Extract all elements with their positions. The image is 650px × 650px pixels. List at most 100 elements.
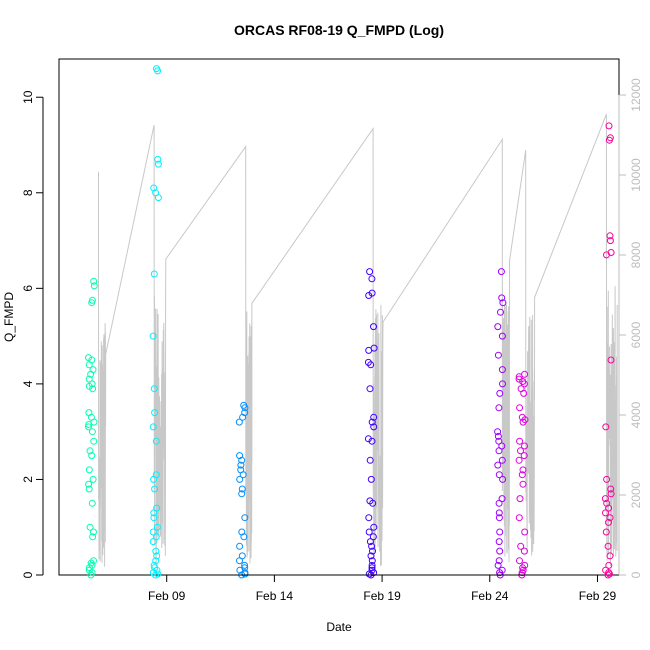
data-point (520, 547, 528, 555)
data-point (90, 557, 97, 565)
data-point (602, 509, 609, 517)
data-point (515, 375, 523, 383)
data-point (607, 485, 615, 493)
data-point (605, 518, 612, 526)
data-point (603, 499, 611, 507)
y-tick-label: 0 (21, 571, 35, 578)
data-point (152, 557, 160, 565)
data-point (90, 437, 98, 445)
data-point (153, 65, 160, 73)
data-point (605, 561, 613, 569)
data-point (153, 504, 161, 512)
x-tick-label: Feb 09 (148, 589, 186, 603)
data-point (607, 249, 615, 256)
data-point (85, 480, 93, 488)
data-point (370, 323, 377, 331)
data-point (85, 354, 92, 362)
data-point (516, 557, 523, 565)
data-point (520, 452, 528, 460)
data-point (368, 275, 376, 283)
data-point (88, 428, 96, 436)
data-point (366, 456, 374, 464)
data-point (498, 332, 506, 340)
data-point (90, 277, 98, 285)
data-point (149, 538, 157, 546)
data-point (499, 475, 507, 483)
data-point (154, 160, 162, 168)
data-point (89, 533, 97, 541)
data-point (516, 495, 524, 503)
data-point (521, 370, 529, 378)
data-point (154, 155, 162, 163)
altitude-line (98, 114, 618, 567)
data-point (495, 471, 503, 479)
data-point (365, 514, 373, 522)
data-point (606, 134, 614, 142)
data-point (521, 528, 529, 536)
data-point (85, 375, 93, 383)
y2-tick-label: 12000 (629, 78, 643, 112)
data-point (516, 404, 524, 412)
data-point (496, 389, 504, 397)
data-point (370, 423, 378, 431)
data-point (367, 552, 375, 560)
data-point (521, 442, 528, 450)
data-point (88, 296, 96, 304)
data-point (89, 475, 97, 483)
data-point (152, 547, 160, 555)
data-points (85, 65, 615, 579)
data-point (605, 504, 613, 512)
data-point (496, 547, 504, 555)
data-point (606, 237, 614, 245)
data-point (495, 557, 503, 565)
data-point (85, 423, 92, 431)
data-point (495, 509, 503, 517)
y-tick-label: 4 (21, 380, 35, 387)
data-point (368, 437, 376, 445)
x-tick-label: Feb 29 (579, 589, 617, 603)
data-point (519, 378, 527, 385)
data-point (85, 466, 93, 474)
data-point (494, 428, 502, 436)
data-point (605, 122, 613, 130)
y2-tick-label: 2000 (629, 481, 643, 508)
data-point (606, 514, 614, 522)
data-point (364, 358, 372, 366)
data-point (236, 475, 244, 483)
data-point (88, 452, 96, 460)
data-point (151, 485, 159, 493)
data-point (494, 351, 502, 359)
data-point (498, 366, 506, 374)
data-point (241, 409, 249, 417)
data-point (89, 366, 97, 374)
data-point (368, 418, 376, 426)
data-point (495, 437, 503, 445)
data-point (519, 466, 527, 474)
x-tick-label: Feb 19 (363, 589, 401, 603)
data-point (154, 570, 162, 578)
data-point (85, 409, 93, 417)
data-point (237, 466, 245, 474)
data-point (517, 385, 525, 393)
y-tick-label: 8 (21, 189, 35, 196)
data-point (153, 523, 161, 531)
data-point (241, 564, 249, 572)
data-point (238, 485, 246, 493)
data-point (607, 356, 615, 364)
data-point (368, 542, 376, 550)
data-point (517, 542, 525, 550)
chart-title: ORCAS RF08-19 Q_FMPD (Log) (234, 22, 444, 38)
data-point (602, 528, 610, 536)
data-point (152, 471, 160, 479)
data-point (238, 552, 246, 560)
data-point (90, 282, 98, 290)
data-point (602, 566, 610, 574)
y-axis-label: Q_FMPD (2, 292, 16, 342)
x-axis-label: Date (326, 620, 352, 634)
data-point (367, 361, 375, 369)
data-point (150, 184, 158, 192)
data-point (85, 485, 93, 493)
y2-tick-label: 8000 (629, 241, 643, 268)
data-point (494, 323, 502, 331)
